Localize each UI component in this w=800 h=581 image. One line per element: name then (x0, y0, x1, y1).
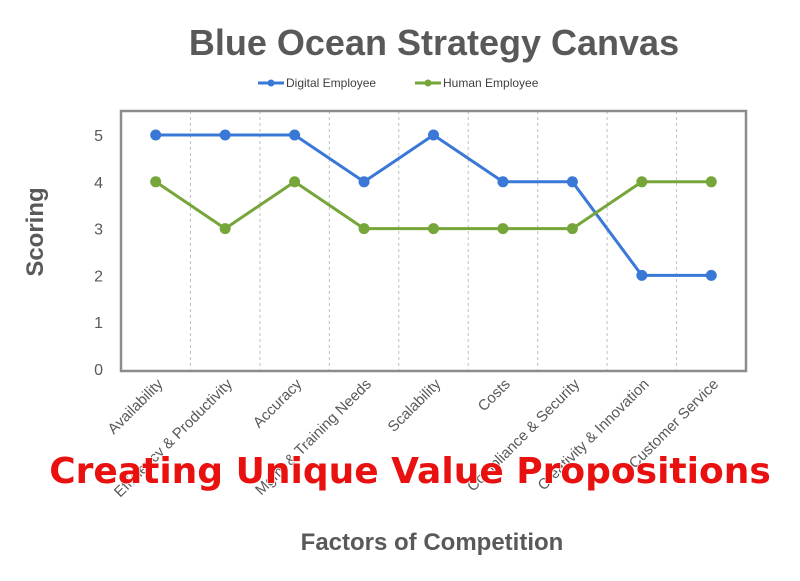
y-axis-ticks: 0 1 2 3 4 5 (94, 128, 103, 379)
x-tick-label: Accuracy (250, 375, 306, 431)
plot-frame (119, 109, 748, 373)
series-line-digital (155, 133, 712, 277)
y-tick-label: 5 (94, 128, 103, 145)
data-point-digital (566, 176, 578, 188)
legend-label-digital: Digital Employee (286, 76, 376, 90)
legend: Digital Employee Human Employee (258, 76, 539, 90)
data-point-human (705, 176, 717, 188)
legend-dot-digital (267, 79, 275, 87)
data-point-digital (497, 176, 509, 188)
legend-label-human: Human Employee (443, 76, 539, 90)
data-point-human (150, 176, 162, 188)
data-point-human (566, 223, 578, 235)
overlay-caption: Creating Unique Value Propositions (49, 451, 771, 492)
data-point-digital (358, 176, 370, 188)
data-point-digital (705, 269, 717, 281)
gridlines (189, 111, 678, 371)
data-point-human (289, 176, 301, 188)
x-axis-title: Factors of Competition (301, 529, 564, 556)
y-tick-label: 4 (94, 175, 103, 192)
y-tick-label: 3 (94, 222, 103, 239)
data-point-digital (219, 129, 231, 141)
y-axis-title: Scoring (22, 187, 49, 276)
data-point-human (636, 176, 648, 188)
x-tick-label: Costs (475, 376, 514, 415)
data-point-digital (428, 129, 439, 141)
data-point-human (428, 223, 439, 235)
data-point-human (219, 223, 231, 235)
data-point-human (497, 223, 509, 235)
series-line-human (154, 180, 712, 231)
data-point-human (358, 223, 370, 235)
legend-dot-human (424, 79, 432, 87)
x-tick-label: Availability (105, 375, 167, 437)
data-point-digital (150, 129, 162, 141)
x-tick-label: Scalability (385, 375, 445, 435)
y-tick-label: 2 (94, 268, 103, 285)
chart-title: Blue Ocean Strategy Canvas (189, 22, 679, 63)
y-tick-label: 1 (94, 315, 103, 332)
y-tick-label: 0 (94, 362, 103, 379)
data-point-digital (289, 129, 301, 141)
data-point-digital (636, 269, 648, 281)
series-group (150, 129, 717, 281)
